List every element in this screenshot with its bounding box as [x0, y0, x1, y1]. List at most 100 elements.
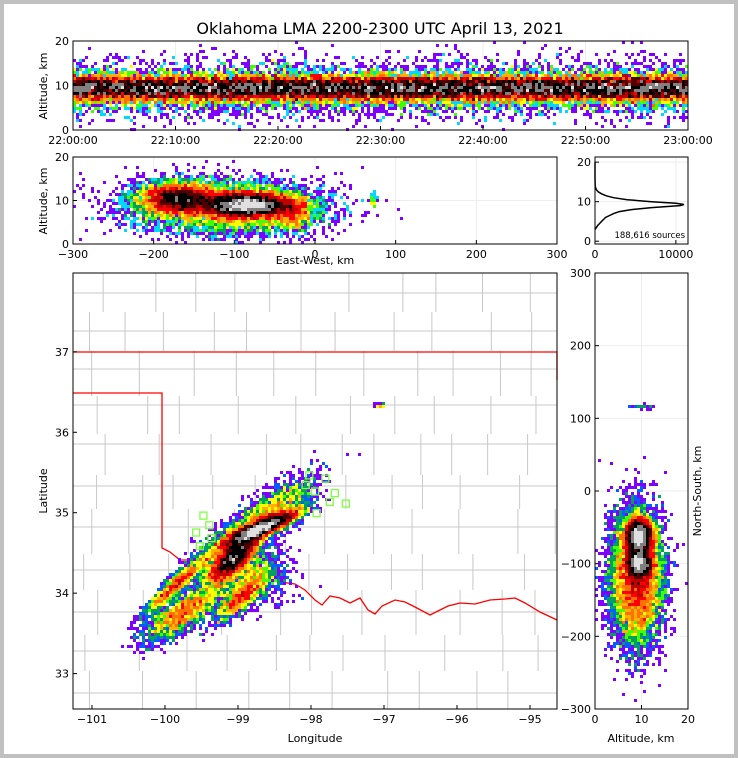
- density-cell: [331, 199, 334, 202]
- density-cell: [217, 119, 220, 122]
- density-cell: [277, 202, 280, 205]
- density-cell: [670, 104, 673, 107]
- density-cell: [685, 71, 688, 74]
- density-cell: [343, 107, 346, 110]
- density-cell: [481, 98, 484, 101]
- density-cell: [223, 238, 226, 241]
- density-cell: [622, 98, 625, 101]
- density-cell: [493, 98, 496, 101]
- density-cell: [229, 178, 232, 181]
- density-cell: [382, 68, 385, 71]
- density-cell: [133, 178, 136, 181]
- density-cell: [169, 62, 172, 65]
- density-cell: [256, 184, 259, 187]
- density-cell: [286, 86, 289, 89]
- density-cell: [229, 89, 232, 92]
- density-cell: [595, 68, 598, 71]
- density-cell: [325, 89, 328, 92]
- x-tick-label: 100: [385, 248, 406, 261]
- density-cell: [541, 77, 544, 80]
- density-cell: [193, 217, 196, 220]
- density-cell: [529, 89, 532, 92]
- density-cell: [436, 71, 439, 74]
- density-cell: [160, 80, 163, 83]
- density-cell: [409, 116, 412, 119]
- density-cell: [106, 80, 109, 83]
- density-cell: [418, 98, 421, 101]
- density-cell: [550, 95, 553, 98]
- density-cell: [286, 208, 289, 211]
- density-cell: [586, 107, 589, 110]
- density-cell: [139, 92, 142, 95]
- density-cell: [292, 235, 295, 238]
- density-cell: [235, 80, 238, 83]
- density-cell: [274, 229, 277, 232]
- density-cell: [259, 110, 262, 113]
- density-cell: [142, 80, 145, 83]
- density-cell: [319, 187, 322, 190]
- density-cell: [244, 232, 247, 235]
- density-cell: [682, 80, 685, 83]
- density-cell: [76, 101, 79, 104]
- density-cell: [142, 193, 145, 196]
- density-cell: [211, 184, 214, 187]
- density-cell: [316, 166, 319, 169]
- density-cell: [490, 59, 493, 62]
- density-cell: [136, 205, 139, 208]
- density-cell: [73, 190, 76, 193]
- density-cell: [178, 107, 181, 110]
- density-cell: [367, 101, 370, 104]
- density-cell: [310, 214, 313, 217]
- density-cell: [187, 98, 190, 101]
- density-cell: [190, 193, 193, 196]
- density-cell: [133, 71, 136, 74]
- density-cell: [82, 196, 85, 199]
- density-cell: [436, 89, 439, 92]
- density-cell: [304, 59, 307, 62]
- density-cell: [304, 86, 307, 89]
- density-cell: [232, 92, 235, 95]
- density-cell: [298, 89, 301, 92]
- density-cell: [133, 214, 136, 217]
- density-cell: [328, 68, 331, 71]
- density-cell: [559, 71, 562, 74]
- density-cell: [229, 74, 232, 77]
- density-cell: [424, 101, 427, 104]
- density-cell: [307, 98, 310, 101]
- density-cell: [160, 187, 163, 190]
- density-cell: [292, 80, 295, 83]
- density-cell: [403, 92, 406, 95]
- density-cell: [622, 68, 625, 71]
- density-cell: [304, 220, 307, 223]
- density-cell: [577, 95, 580, 98]
- density-cell: [343, 113, 346, 116]
- density-cell: [373, 104, 376, 107]
- density-cell: [604, 92, 607, 95]
- density-cell: [196, 71, 199, 74]
- density-cell: [160, 178, 163, 181]
- density-cell: [256, 65, 259, 68]
- density-cell: [169, 68, 172, 71]
- density-cell: [280, 169, 283, 172]
- density-cell: [559, 95, 562, 98]
- density-cell: [247, 104, 250, 107]
- density-cell: [568, 77, 571, 80]
- density-cell: [535, 68, 538, 71]
- density-cell: [118, 56, 121, 59]
- density-cell: [190, 217, 193, 220]
- density-cell: [412, 104, 415, 107]
- density-cell: [406, 74, 409, 77]
- density-cell: [637, 92, 640, 95]
- density-cell: [112, 62, 115, 65]
- density-cell: [394, 86, 397, 89]
- density-cell: [115, 175, 118, 178]
- density-cell: [472, 71, 475, 74]
- density-cell: [283, 98, 286, 101]
- density-cell: [187, 214, 190, 217]
- density-cell: [238, 107, 241, 110]
- density-cell: [196, 86, 199, 89]
- density-cell: [619, 104, 622, 107]
- density-cell: [172, 190, 175, 193]
- density-cell: [457, 68, 460, 71]
- density-cell: [358, 74, 361, 77]
